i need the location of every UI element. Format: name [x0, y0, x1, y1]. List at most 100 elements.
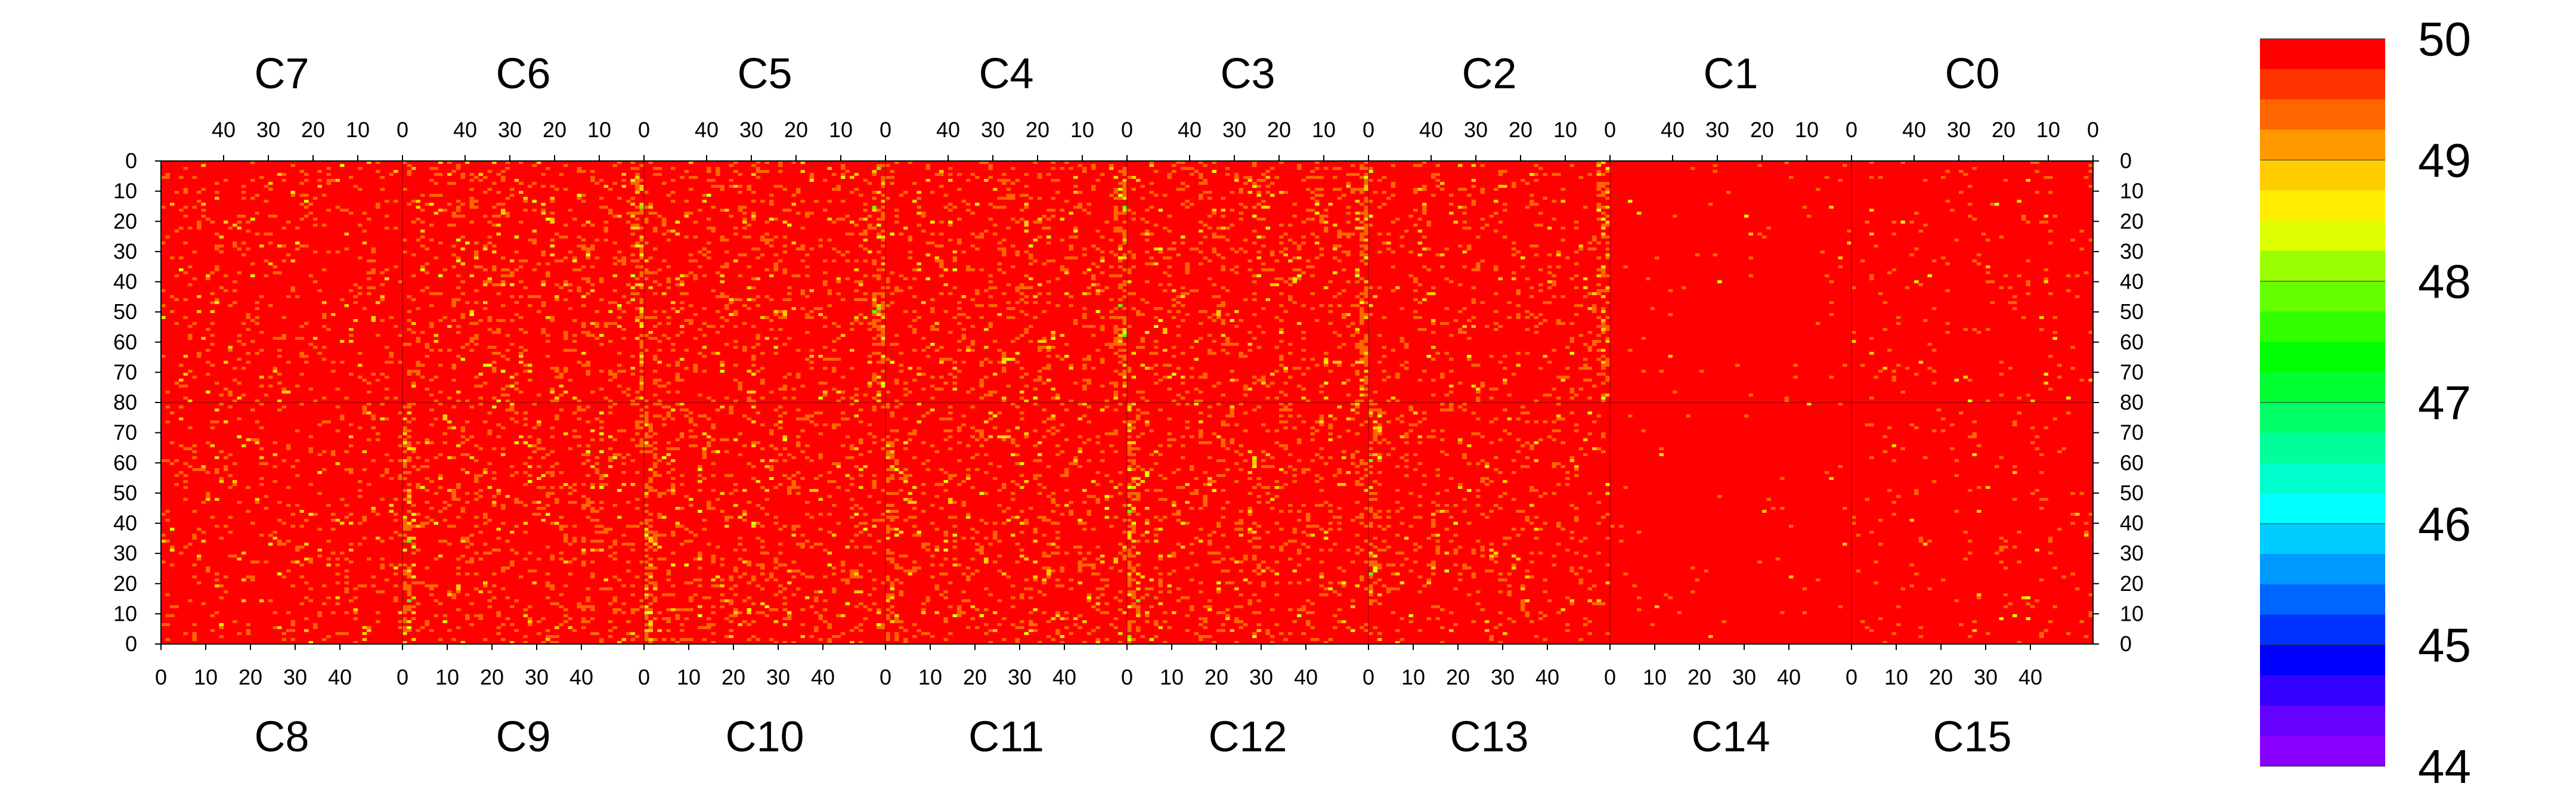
colorbar-segment	[2260, 372, 2385, 403]
x-tick-label-top: 20	[1992, 117, 2015, 142]
x-tick-label-bottom: 0	[1846, 665, 1857, 689]
x-tick-label-top: 20	[301, 117, 325, 142]
colorbar-tick-label: 47	[2418, 376, 2471, 429]
x-tick-label-top: 20	[1267, 117, 1291, 142]
right-y-axis: 0 10 20 30 40 50 60 70 80 70 60 50 40 30 20 10 0	[2093, 148, 2144, 656]
colorbar-segment	[2260, 250, 2385, 282]
y-tick-label-right: 0	[2120, 631, 2132, 656]
colorbar-segment	[2260, 99, 2385, 130]
x-tick-label-top: 0	[880, 117, 891, 142]
x-tick-label-bottom: 30	[1974, 665, 1998, 689]
chip-label-c5: C5	[737, 50, 792, 98]
x-tick-label-bottom: 40	[2018, 665, 2042, 689]
bottom-chip-labels: C8 C9 C10 C11 C12 C13 C14 C15	[254, 713, 2011, 761]
colorbar-labels: 50 49 48 47 46 45 44	[2418, 13, 2471, 793]
chip-label-c10: C10	[725, 713, 804, 761]
x-tick-label-bottom: 10	[1160, 665, 1184, 689]
x-tick-label-bottom: 0	[638, 665, 650, 689]
chip-label-c6: C6	[496, 50, 550, 98]
x-tick-label-bottom: 30	[1249, 665, 1273, 689]
y-tick-label-right: 20	[2120, 209, 2144, 233]
x-tick-label-bottom: 10	[194, 665, 218, 689]
x-tick-label-top: 10	[1795, 117, 1819, 142]
y-tick-label-left: 70	[113, 360, 137, 384]
x-tick-label-bottom: 10	[1401, 665, 1425, 689]
colorbar-segment	[2260, 69, 2385, 100]
y-tick-label-right: 80	[2120, 390, 2144, 414]
x-tick-label-bottom: 40	[1535, 665, 1559, 689]
y-tick-label-left: 10	[113, 601, 137, 626]
colorbar-segment	[2260, 281, 2385, 312]
colorbar-segment	[2260, 129, 2385, 160]
x-tick-label-top: 40	[695, 117, 719, 142]
x-tick-label-bottom: 20	[1205, 665, 1228, 689]
x-tick-label-top: 10	[2036, 117, 2060, 142]
colorbar-segment	[2260, 160, 2385, 191]
x-tick-label-bottom: 0	[1363, 665, 1374, 689]
x-tick-label-top: 0	[638, 117, 650, 142]
chip-label-c13: C13	[1450, 713, 1528, 761]
x-tick-label-bottom: 20	[480, 665, 504, 689]
y-tick-label-right: 70	[2120, 360, 2144, 384]
x-tick-label-bottom: 10	[1884, 665, 1908, 689]
y-tick-label-left: 30	[113, 541, 137, 565]
y-tick-label-right: 50	[2120, 299, 2144, 324]
x-tick-label-bottom: 30	[766, 665, 790, 689]
colorbar-segment	[2260, 705, 2385, 736]
x-tick-label-bottom: 0	[880, 665, 891, 689]
chip-label-c2: C2	[1462, 50, 1516, 98]
bottom-x-axis: 0 10 20 30 40 0 10 20 30 40 0 10 20 30 40 0 10 20 30 40 0 10 2…	[155, 644, 2042, 689]
y-tick-label-left: 30	[113, 239, 137, 264]
x-tick-label-top: 30	[498, 117, 522, 142]
x-tick-label-bottom: 20	[963, 665, 987, 689]
colorbar-segment	[2260, 524, 2385, 555]
colorbar-segment	[2260, 675, 2385, 706]
x-tick-label-top: 10	[1312, 117, 1336, 142]
y-tick-label-right: 10	[2120, 179, 2144, 203]
x-tick-label-bottom: 20	[1688, 665, 1711, 689]
colorbar-tick-label: 44	[2418, 740, 2471, 793]
x-tick-label-bottom: 10	[1643, 665, 1667, 689]
x-tick-label-top: 10	[587, 117, 611, 142]
x-tick-label-top: 30	[256, 117, 280, 142]
colorbar-segment	[2260, 645, 2385, 676]
x-tick-label-bottom: 20	[1929, 665, 1953, 689]
x-tick-label-top: 0	[1121, 117, 1133, 142]
y-tick-label-left: 50	[113, 299, 137, 324]
left-y-axis: 0 10 20 30 40 50 60 70 80 70 60 50 40 30 20 10 0	[113, 148, 161, 656]
x-tick-label-top: 20	[1750, 117, 1774, 142]
x-tick-label-bottom: 10	[677, 665, 701, 689]
x-tick-label-bottom: 30	[283, 665, 307, 689]
colorbar-segment	[2260, 463, 2385, 494]
y-tick-label-right: 50	[2120, 481, 2144, 505]
colorbar-tick-label: 49	[2418, 134, 2471, 187]
x-tick-label-bottom: 40	[1777, 665, 1801, 689]
x-tick-label-bottom: 0	[1121, 665, 1133, 689]
colorbar-segment	[2260, 432, 2385, 464]
chip-label-c1: C1	[1703, 50, 1758, 98]
x-tick-label-bottom: 20	[239, 665, 262, 689]
x-tick-label-top: 10	[346, 117, 370, 142]
colorbar-segment	[2260, 342, 2385, 373]
x-tick-label-top: 10	[1070, 117, 1094, 142]
x-tick-label-top: 40	[212, 117, 236, 142]
chip-label-c8: C8	[254, 713, 309, 761]
y-tick-label-left: 0	[125, 148, 137, 173]
x-tick-label-bottom: 30	[1491, 665, 1515, 689]
top-chip-labels: C7 C6 C5 C4 C3 C2 C1 C0	[254, 50, 1999, 98]
x-tick-label-top: 40	[1419, 117, 1443, 142]
y-tick-label-left: 60	[113, 450, 137, 475]
x-tick-label-bottom: 40	[1294, 665, 1318, 689]
x-tick-label-top: 30	[739, 117, 763, 142]
x-tick-label-top: 30	[1464, 117, 1488, 142]
x-tick-label-top: 20	[543, 117, 566, 142]
chip-label-c9: C9	[496, 713, 550, 761]
y-tick-label-left: 20	[113, 209, 137, 233]
chip-label-c7: C7	[254, 50, 309, 98]
chip-dividers	[161, 161, 2093, 644]
x-tick-label-bottom: 20	[722, 665, 745, 689]
x-tick-label-bottom: 10	[918, 665, 942, 689]
y-tick-label-left: 60	[113, 330, 137, 354]
y-tick-label-left: 20	[113, 571, 137, 596]
